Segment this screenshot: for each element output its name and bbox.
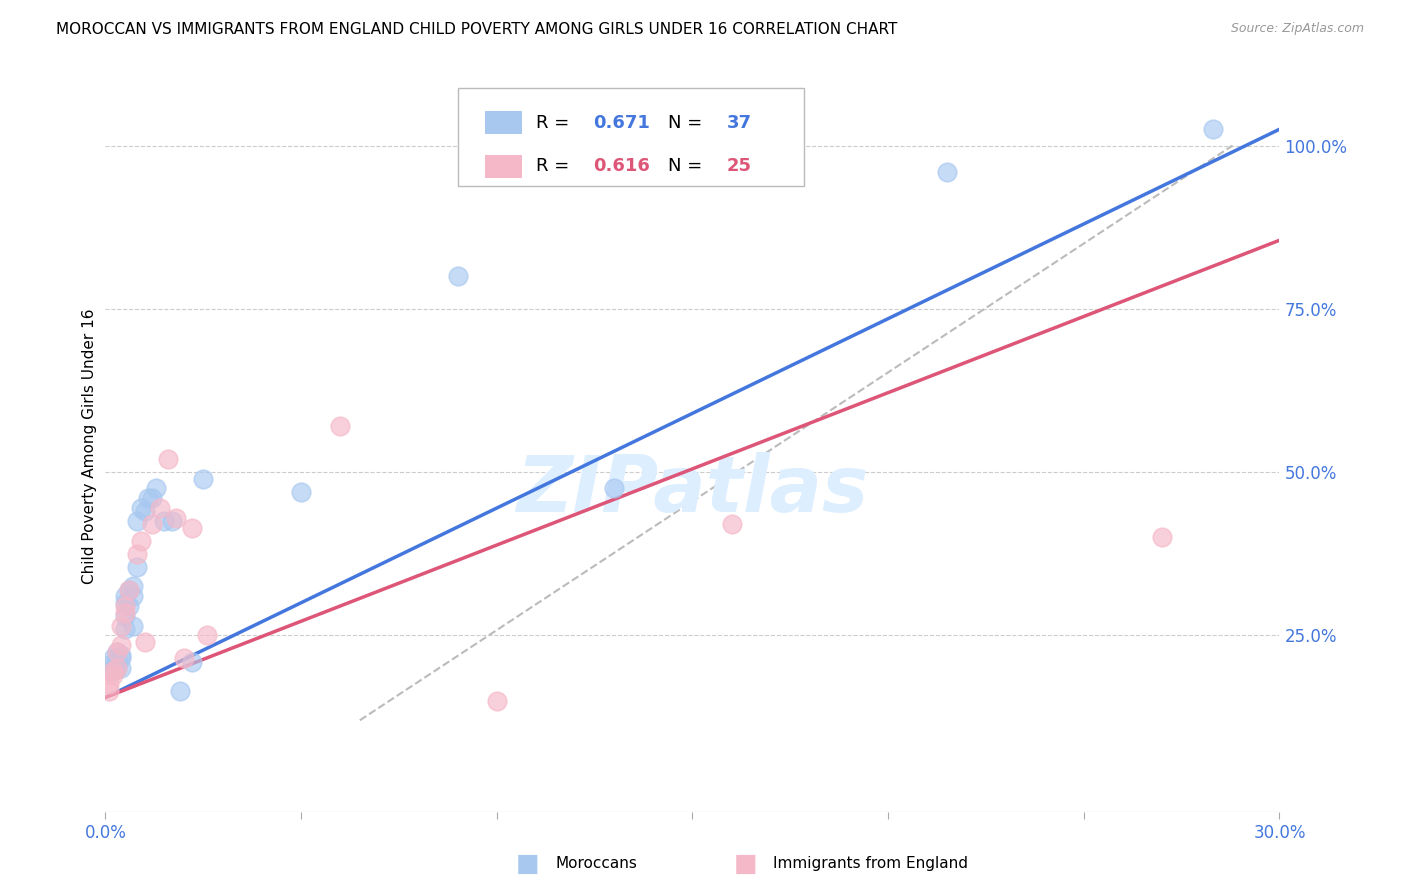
- Point: [138, 491, 160, 506]
- Point: [110, 618, 132, 632]
- Point: [160, 514, 183, 528]
- Point: [110, 648, 132, 662]
- Point: [169, 684, 191, 698]
- Text: N =: N =: [668, 113, 707, 131]
- Point: [118, 599, 141, 613]
- Point: [129, 501, 152, 516]
- Point: [180, 655, 202, 669]
- Point: [114, 606, 136, 620]
- Text: 37: 37: [727, 113, 751, 131]
- Point: [103, 665, 125, 679]
- Y-axis label: Child Poverty Among Girls Under 16: Child Poverty Among Girls Under 16: [82, 309, 97, 583]
- Point: [98, 665, 121, 679]
- Point: [103, 651, 125, 665]
- Text: Source: ZipAtlas.com: Source: ZipAtlas.com: [1230, 22, 1364, 36]
- Point: [935, 165, 957, 179]
- FancyBboxPatch shape: [485, 154, 522, 178]
- Point: [118, 582, 141, 597]
- Text: 0.671: 0.671: [593, 113, 650, 131]
- Point: [105, 661, 128, 675]
- Point: [329, 419, 352, 434]
- Point: [145, 482, 167, 496]
- Text: N =: N =: [668, 158, 707, 176]
- Point: [125, 547, 148, 561]
- Point: [114, 599, 136, 613]
- Point: [446, 269, 468, 284]
- Point: [114, 608, 136, 623]
- Point: [110, 651, 132, 665]
- Text: 25: 25: [727, 158, 751, 176]
- Point: [165, 511, 187, 525]
- Point: [141, 491, 163, 506]
- Point: [141, 517, 163, 532]
- Point: [153, 514, 176, 528]
- FancyBboxPatch shape: [457, 87, 804, 186]
- Point: [98, 677, 121, 691]
- Point: [103, 667, 125, 681]
- Text: Moroccans: Moroccans: [555, 856, 637, 871]
- Point: [114, 622, 136, 636]
- Point: [105, 651, 128, 665]
- Text: ZIPatlas: ZIPatlas: [516, 452, 869, 528]
- Point: [121, 589, 143, 603]
- Point: [1150, 530, 1173, 544]
- Point: [114, 596, 136, 610]
- Point: [121, 579, 143, 593]
- Text: ■: ■: [734, 852, 756, 875]
- Point: [195, 628, 218, 642]
- Point: [98, 657, 121, 672]
- Text: ■: ■: [516, 852, 538, 875]
- Point: [129, 533, 152, 548]
- Text: MOROCCAN VS IMMIGRANTS FROM ENGLAND CHILD POVERTY AMONG GIRLS UNDER 16 CORRELATI: MOROCCAN VS IMMIGRANTS FROM ENGLAND CHIL…: [56, 22, 897, 37]
- Point: [121, 618, 143, 632]
- Point: [180, 521, 202, 535]
- Point: [114, 589, 136, 603]
- Point: [149, 501, 172, 516]
- Point: [290, 484, 312, 499]
- Point: [1202, 122, 1225, 136]
- Point: [105, 645, 128, 659]
- Point: [173, 651, 195, 665]
- Point: [125, 559, 148, 574]
- Point: [157, 452, 180, 467]
- Point: [110, 661, 132, 675]
- Point: [105, 645, 128, 659]
- Point: [125, 514, 148, 528]
- Point: [485, 694, 508, 708]
- Point: [105, 661, 128, 675]
- Point: [118, 582, 141, 597]
- Point: [193, 472, 215, 486]
- Point: [98, 684, 121, 698]
- Text: R =: R =: [536, 113, 575, 131]
- Text: Immigrants from England: Immigrants from England: [773, 856, 969, 871]
- FancyBboxPatch shape: [485, 111, 522, 135]
- Point: [720, 517, 742, 532]
- Point: [603, 482, 626, 496]
- Point: [105, 655, 128, 669]
- Text: R =: R =: [536, 158, 575, 176]
- Text: 0.616: 0.616: [593, 158, 650, 176]
- Point: [110, 638, 132, 652]
- Point: [103, 665, 125, 679]
- Point: [134, 635, 156, 649]
- Point: [134, 504, 156, 518]
